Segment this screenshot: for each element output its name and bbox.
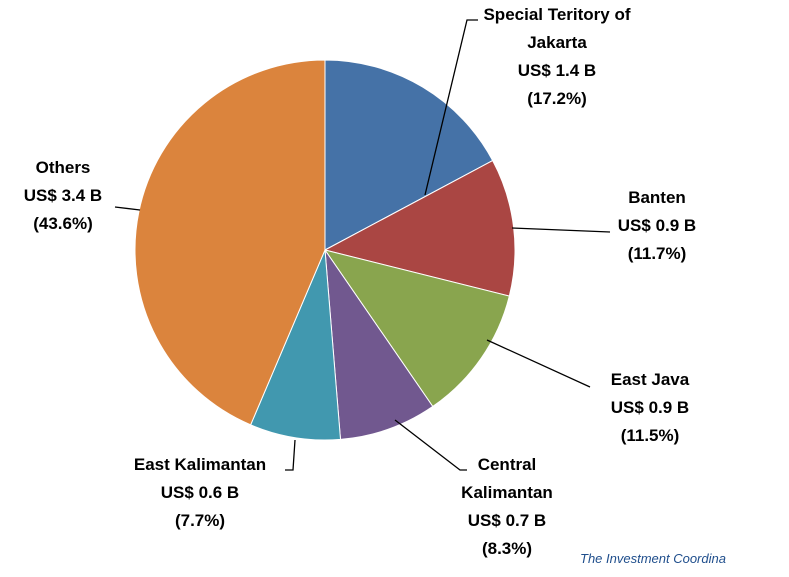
pie-slice [323,249,510,408]
label-name: Special Teritory of Jakarta [483,5,631,52]
label-percent: (11.5%) [620,426,680,445]
leader-line [394,419,467,471]
label-amount: US$ 3.4 B [23,186,103,205]
label-name: East Java [610,370,690,389]
pie-slice [323,159,516,297]
pie-slice [134,59,326,426]
label-amount: US$ 0.6 B [160,483,240,502]
data-label: Others US$ 3.4 B (43.6%) [0,154,126,238]
label-amount: US$ 0.7 B [467,511,547,530]
label-name: East Kalimantan [133,455,267,474]
pie-slice [324,248,434,440]
data-label: Banten US$ 0.9 B (11.7%) [597,184,717,268]
leader-line [424,19,478,196]
data-label: Central Kalimantan US$ 0.7 B (8.3%) [447,451,567,563]
pie-slice [324,59,494,251]
label-percent: (11.7%) [627,244,687,263]
label-percent: (8.3%) [481,539,533,558]
label-percent: (7.7%) [174,511,226,530]
leader-line [511,227,611,233]
label-amount: US$ 0.9 B [617,216,697,235]
data-label: East Kalimantan US$ 0.6 B (7.7%) [105,451,295,535]
leader-line [486,339,591,388]
source-note: The Investment Coordina [580,551,726,566]
leader-line [114,206,141,211]
label-name: Others [35,158,91,177]
label-percent: (17.2%) [527,89,587,108]
label-amount: US$ 1.4 B [517,61,597,80]
pie-slice [249,249,342,441]
label-amount: US$ 0.9 B [610,398,690,417]
label-percent: (43.6%) [33,214,93,233]
leader-line [285,439,296,471]
data-label: Special Teritory of Jakarta US$ 1.4 B (17.… [477,1,637,113]
data-label: East Java US$ 0.9 B (11.5%) [590,366,710,450]
label-name: Central Kalimantan [461,455,553,502]
label-name: Banten [628,188,686,207]
